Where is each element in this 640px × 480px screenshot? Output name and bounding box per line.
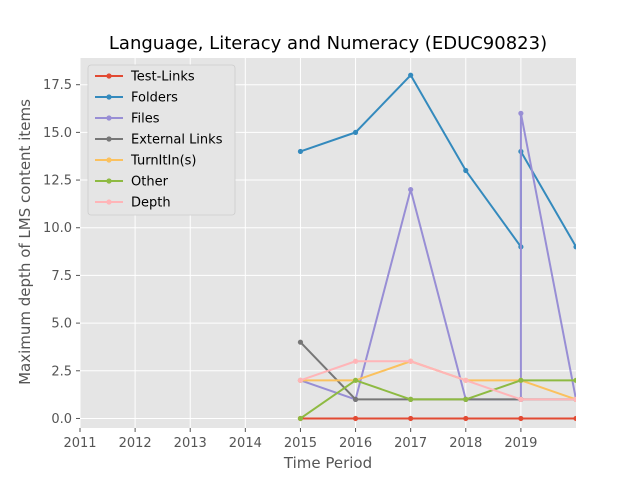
y-tick-label: 15.0: [43, 126, 72, 141]
data-point-other: [297, 415, 304, 422]
x-tick-label: 2018: [449, 436, 482, 451]
x-tick-label: 2019: [504, 436, 537, 451]
data-point-test-links: [352, 415, 359, 422]
legend-label-files: Files: [131, 112, 160, 127]
data-point-folders: [408, 72, 414, 78]
data-point-external-links: [297, 339, 304, 345]
data-point-other: [573, 377, 576, 383]
data-point-other: [352, 377, 359, 383]
x-axis: 2011 2012 2013 2014 2015 2016 2017 2018 2019: [63, 428, 537, 451]
legend-label-turnitin-s: TurnItIn(s): [130, 154, 196, 169]
legend-marker-files: [106, 115, 112, 121]
data-point-files: [408, 186, 414, 193]
x-axis-label: Time Period: [283, 454, 372, 472]
legend-marker-test-links: [106, 73, 112, 79]
legend-box: [87, 64, 236, 216]
data-point-folders: [297, 148, 304, 155]
legend-label-test-links: Test-Links: [130, 70, 195, 85]
series-group: [297, 72, 576, 422]
legend-label-folders: Folders: [131, 91, 178, 106]
x-tick-label: 2011: [63, 436, 96, 451]
data-point-depth: [352, 358, 359, 364]
legend-marker-external-links: [106, 136, 112, 142]
data-point-test-links: [408, 415, 414, 422]
y-axis: 0.0 2.5 5.0 7.5 10.0 12.5 15.0 17.5: [43, 78, 80, 427]
data-point-test-links: [573, 415, 576, 422]
data-point-depth: [463, 377, 469, 383]
data-point-depth: [573, 396, 576, 402]
legend-label-depth: Depth: [131, 196, 171, 211]
y-tick-label: 0.0: [51, 412, 72, 427]
legend-marker-folders: [106, 94, 112, 100]
y-axis-label: Maximum depth of LMS content items: [16, 99, 34, 385]
legend: Test-Links Folders Files External Links Turn…: [87, 64, 236, 216]
series-layer: [297, 72, 576, 422]
legend-marker-depth: [106, 199, 112, 205]
legend-label-external-links: External Links: [131, 133, 223, 148]
series-line-depth: [300, 360, 576, 401]
legend-marker-other: [106, 178, 112, 184]
data-point-files: [518, 110, 524, 116]
chart-title: Language, Literacy and Numeracy (EDUC908…: [109, 33, 547, 54]
y-tick-label: 10.0: [43, 221, 72, 236]
y-tick-label: 7.5: [51, 269, 72, 284]
data-point-folders: [463, 167, 469, 174]
data-point-other: [408, 396, 414, 402]
x-tick-label: 2016: [339, 436, 372, 451]
data-point-depth: [297, 377, 304, 383]
data-point-test-links: [518, 415, 524, 422]
x-tick-label: 2012: [119, 436, 152, 451]
data-point-depth: [408, 358, 414, 364]
data-point-test-links: [463, 415, 469, 422]
legend-marker-turnitin-s: [106, 157, 112, 163]
x-tick-label: 2013: [174, 436, 207, 451]
data-point-other: [518, 377, 524, 383]
data-point-other: [463, 396, 469, 402]
data-point-depth: [518, 396, 524, 402]
x-tick-label: 2014: [229, 436, 262, 451]
y-tick-label: 5.0: [51, 317, 72, 332]
y-tick-label: 2.5: [51, 364, 72, 379]
data-point-external-links: [352, 396, 359, 402]
x-tick-label: 2015: [284, 436, 317, 451]
y-tick-label: 12.5: [43, 174, 72, 189]
legend-label-other: Other: [131, 175, 169, 190]
x-tick-label: 2017: [394, 436, 427, 451]
data-point-folders: [352, 129, 359, 135]
y-tick-label: 17.5: [43, 78, 72, 93]
series-line-other: [299, 379, 576, 420]
data-point-folders: [573, 244, 576, 250]
